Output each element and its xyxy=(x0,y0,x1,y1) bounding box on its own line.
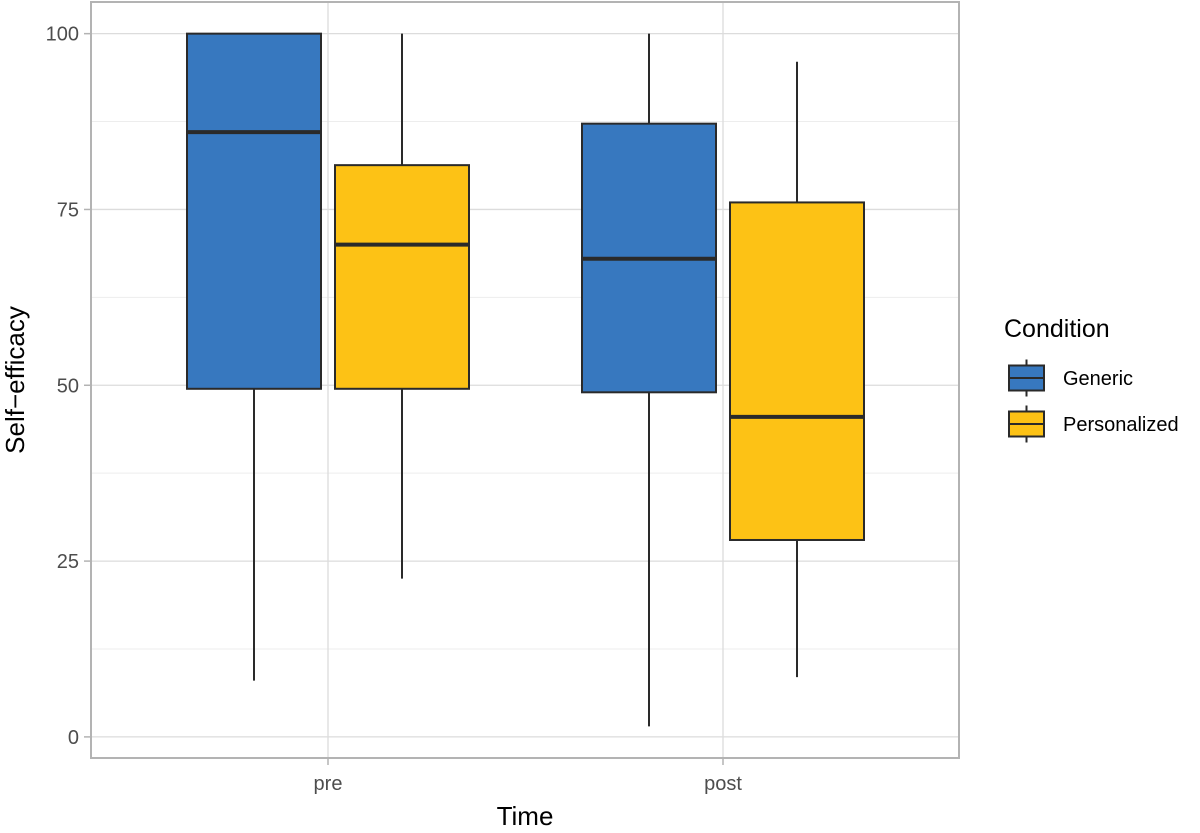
legend-title: Condition xyxy=(1004,315,1110,343)
y-tick-label: 100 xyxy=(46,24,79,46)
panel-border xyxy=(90,1,960,759)
y-tick-label: 75 xyxy=(57,199,79,221)
y-tick-label: 50 xyxy=(57,375,79,397)
legend-items: Generic Personalized xyxy=(1008,359,1179,443)
box-personalized-post xyxy=(729,61,865,678)
box-personalized-pre xyxy=(334,33,470,579)
box-generic-pre xyxy=(186,32,322,681)
plot-area xyxy=(186,32,865,727)
x-tick-label: post xyxy=(704,773,742,795)
legend-item-generic: Generic xyxy=(1008,359,1133,397)
legend: Condition Generic Personalized xyxy=(1004,315,1179,443)
x-tick-label: pre xyxy=(314,773,343,795)
box-generic-post xyxy=(581,33,717,727)
legend-label: Personalized xyxy=(1063,414,1179,436)
box-body xyxy=(334,164,470,390)
legend-item-personalized: Personalized xyxy=(1008,405,1179,443)
legend-label: Generic xyxy=(1063,368,1133,390)
y-axis-title: Self−efficacy xyxy=(0,306,30,454)
axes: 0 25 50 75 100 pre post xyxy=(46,24,743,795)
box-body xyxy=(729,201,865,541)
x-axis-title: Time xyxy=(497,801,554,831)
box-body xyxy=(186,32,322,390)
y-tick-label: 25 xyxy=(57,551,79,573)
y-tick-label: 0 xyxy=(68,727,79,749)
